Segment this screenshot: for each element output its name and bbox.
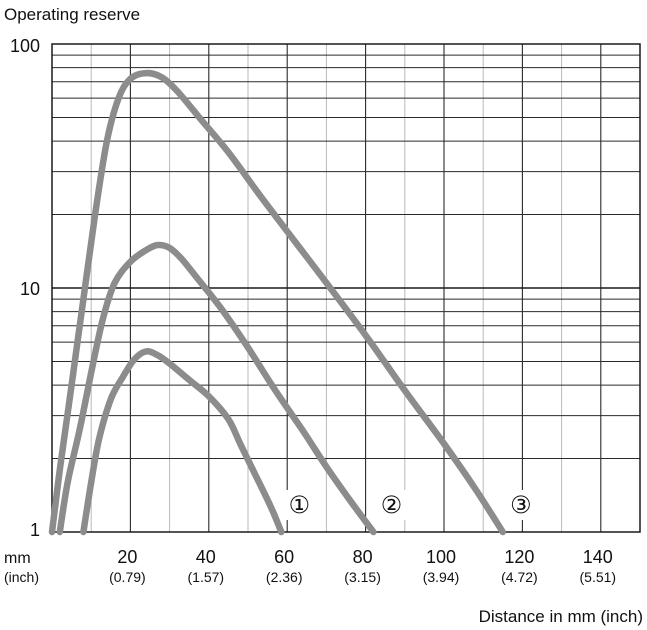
y-tick-label: 1 xyxy=(30,520,40,540)
x-tick-label: 40 xyxy=(196,547,216,567)
plot-border xyxy=(51,43,641,533)
x-tick-label: 20 xyxy=(117,547,137,567)
x-tick-label: 140 xyxy=(583,547,613,567)
y-tick-label: 10 xyxy=(20,279,40,299)
x-tick-sublabel: (2.36) xyxy=(266,569,303,585)
series-marker-bg-3 xyxy=(505,490,536,520)
x-tick-label: 60 xyxy=(274,547,294,567)
series-marker-bg-2 xyxy=(376,490,407,520)
x-tick-label: 100 xyxy=(426,547,456,567)
series-marker-1: ① xyxy=(289,492,311,519)
grid xyxy=(52,44,640,532)
series-line-1 xyxy=(80,348,285,536)
x-axis-label: Distance in mm (inch) xyxy=(479,607,643,626)
x-tick-label: 80 xyxy=(353,547,373,567)
x-tick-sublabel: (0.79) xyxy=(109,569,146,585)
series-marker-bg-1 xyxy=(284,490,315,520)
x-tick-labels: 20 (0.79) 40 (1.57) 60 (2.36) 80 (3.15) 100 (3.94… xyxy=(109,547,616,585)
series-line-2 xyxy=(56,241,377,536)
x-tick-sublabel: (3.15) xyxy=(344,569,381,585)
series-marker-2: ② xyxy=(381,492,403,519)
x-tick-sublabel: (1.57) xyxy=(188,569,225,585)
x-unit-label-secondary: (inch) xyxy=(4,569,39,585)
series-line-3 xyxy=(48,69,507,536)
x-tick-sublabel: (5.51) xyxy=(580,569,617,585)
plot-frame xyxy=(51,43,641,533)
x-unit-label: mm xyxy=(4,550,31,567)
x-tick-label: 120 xyxy=(504,547,534,567)
x-tick-sublabel: (4.72) xyxy=(501,569,538,585)
x-tick-sublabel: (3.94) xyxy=(423,569,460,585)
series-marker-3: ③ xyxy=(510,492,532,519)
y-tick-labels: 1 10 100 xyxy=(10,36,40,540)
y-tick-label: 100 xyxy=(10,36,40,56)
y-axis-label: Operating reserve xyxy=(4,5,140,24)
series-group xyxy=(48,69,507,536)
series-markers: ① ② ③ xyxy=(284,490,536,520)
